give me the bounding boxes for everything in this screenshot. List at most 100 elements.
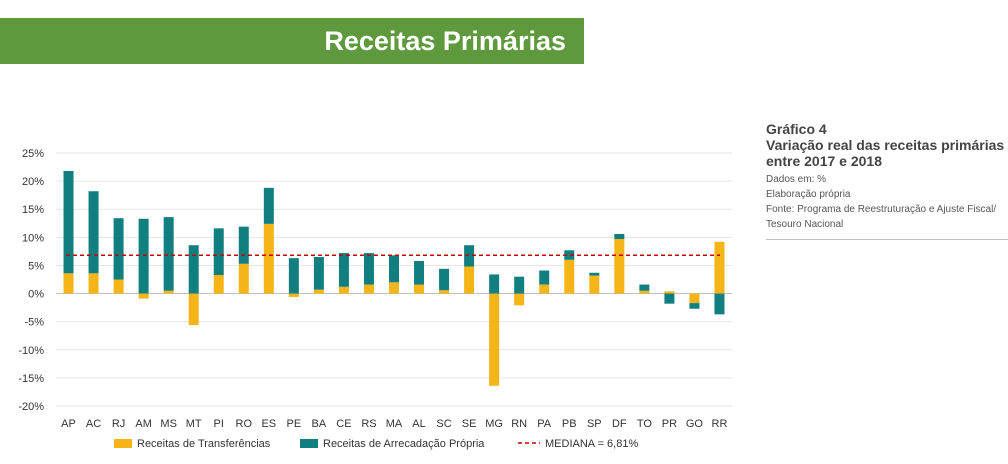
x-tick-label: RN xyxy=(511,418,527,430)
y-tick-label: 20% xyxy=(22,176,44,188)
bar-arrecadacao xyxy=(288,258,299,294)
x-tick-label: MT xyxy=(186,418,202,430)
legend-swatch-transferencias xyxy=(114,439,132,448)
bar-transferencias xyxy=(539,284,550,294)
bar-transferencias xyxy=(88,273,99,294)
bar-arrecadacao xyxy=(138,218,149,294)
y-tick-label: -20% xyxy=(18,401,44,413)
bar-arrecadacao xyxy=(389,255,399,283)
bar-transferencias xyxy=(163,290,174,294)
bar-arrecadacao xyxy=(639,284,650,291)
bar-arrecadacao xyxy=(439,268,450,291)
page-title: Receitas Primárias xyxy=(324,26,566,56)
x-tick-label: AP xyxy=(61,418,76,430)
legend-swatch-arrecadacao xyxy=(300,439,318,448)
y-tick-label: 0% xyxy=(28,289,44,301)
y-tick-label: -5% xyxy=(24,317,44,329)
bar-transferencias xyxy=(689,293,700,304)
x-tick-label: SP xyxy=(587,418,602,430)
x-tick-label: DF xyxy=(612,418,627,430)
bar-transferencias xyxy=(338,286,349,294)
figure-title: Variação real das receitas primárias ent… xyxy=(766,137,1005,169)
bar-arrecadacao xyxy=(363,253,374,285)
x-tick-label: RJ xyxy=(112,418,125,430)
legend-label-transferencias: Receitas de Transferências xyxy=(137,438,271,450)
bar-arrecadacao xyxy=(614,233,625,240)
bar-arrecadacao xyxy=(714,293,725,315)
bar-transferencias xyxy=(263,223,274,294)
bar-transferencias xyxy=(313,289,324,294)
x-tick-label: PE xyxy=(287,418,302,430)
bar-transferencias xyxy=(564,259,575,294)
bar-transferencias xyxy=(63,273,74,294)
bar-arrecadacao xyxy=(589,272,600,276)
y-tick-label: 10% xyxy=(22,232,44,244)
bar-transferencias xyxy=(639,290,650,294)
bar-arrecadacao xyxy=(163,217,174,291)
bar-arrecadacao xyxy=(88,191,99,274)
bar-arrecadacao xyxy=(188,245,199,294)
y-tick-label: 15% xyxy=(22,204,44,216)
x-tick-label: MA xyxy=(386,418,403,430)
bar-arrecadacao xyxy=(664,293,675,304)
y-tick-label: 25% xyxy=(22,148,44,160)
y-tick-label: -15% xyxy=(18,373,44,385)
units-note: Dados em: % xyxy=(766,174,827,185)
x-tick-label: PB xyxy=(562,418,577,430)
authorship-note: Elaboração própria xyxy=(766,189,851,200)
y-tick-label: -10% xyxy=(18,345,44,357)
x-tick-label: PA xyxy=(537,418,552,430)
x-tick-label: TO xyxy=(637,418,653,430)
legend-label-mediana: MEDIANA = 6,81% xyxy=(545,438,638,450)
figure-number: Gráfico 4 xyxy=(766,121,827,137)
x-tick-label: SE xyxy=(462,418,477,430)
bar-transferencias xyxy=(138,293,149,299)
x-tick-label: MS xyxy=(160,418,177,430)
x-tick-label: AM xyxy=(135,418,152,430)
bar-arrecadacao xyxy=(238,226,249,264)
x-tick-label: SC xyxy=(436,418,451,430)
bar-transferencias xyxy=(238,263,249,294)
bar-transferencias xyxy=(514,293,525,306)
legend-label-arrecadacao: Receitas de Arrecadação Própria xyxy=(323,438,485,450)
caption-divider xyxy=(766,239,1008,240)
x-tick-label: PR xyxy=(662,418,677,430)
source-note: Fonte: Programa de Reestruturação e Ajus… xyxy=(766,204,997,230)
bar-arrecadacao xyxy=(63,170,74,274)
bar-arrecadacao xyxy=(689,303,700,309)
bar-transferencias xyxy=(714,241,725,294)
bar-transferencias xyxy=(288,293,299,297)
bar-transferencias xyxy=(664,291,675,294)
x-tick-label: CE xyxy=(336,418,351,430)
x-tick-label: RR xyxy=(712,418,728,430)
bar-transferencias xyxy=(614,239,625,294)
bar-transferencias xyxy=(113,279,124,294)
y-tick-label: 5% xyxy=(28,260,44,272)
x-tick-label: AC xyxy=(86,418,101,430)
x-tick-label: GO xyxy=(686,418,704,430)
bar-transferencias xyxy=(439,290,450,294)
bar-arrecadacao xyxy=(414,260,425,285)
bar-transferencias xyxy=(489,293,500,386)
bar-transferencias xyxy=(363,284,374,294)
x-tick-label: AL xyxy=(412,418,425,430)
bar-arrecadacao xyxy=(338,253,349,287)
bar-transferencias xyxy=(464,266,475,294)
figure-caption: Gráfico 4 Variação real das receitas pri… xyxy=(766,121,1008,240)
bar-arrecadacao xyxy=(313,257,324,290)
bar-transferencias xyxy=(213,275,224,294)
bar-arrecadacao xyxy=(263,187,274,224)
bar-arrecadacao xyxy=(213,228,224,276)
bar-transferencias xyxy=(414,284,425,294)
bar-transferencias xyxy=(188,293,199,326)
x-tick-label: ES xyxy=(261,418,276,430)
x-tick-label: RO xyxy=(236,418,253,430)
header-banner: Receitas Primárias xyxy=(0,18,584,64)
bar-transferencias xyxy=(589,275,600,294)
bar-arrecadacao xyxy=(464,245,475,267)
x-tick-label: BA xyxy=(312,418,327,430)
x-tick-label: PI xyxy=(214,418,224,430)
bar-arrecadacao xyxy=(514,276,525,294)
bar-transferencias xyxy=(389,282,399,294)
x-tick-label: RS xyxy=(361,418,376,430)
